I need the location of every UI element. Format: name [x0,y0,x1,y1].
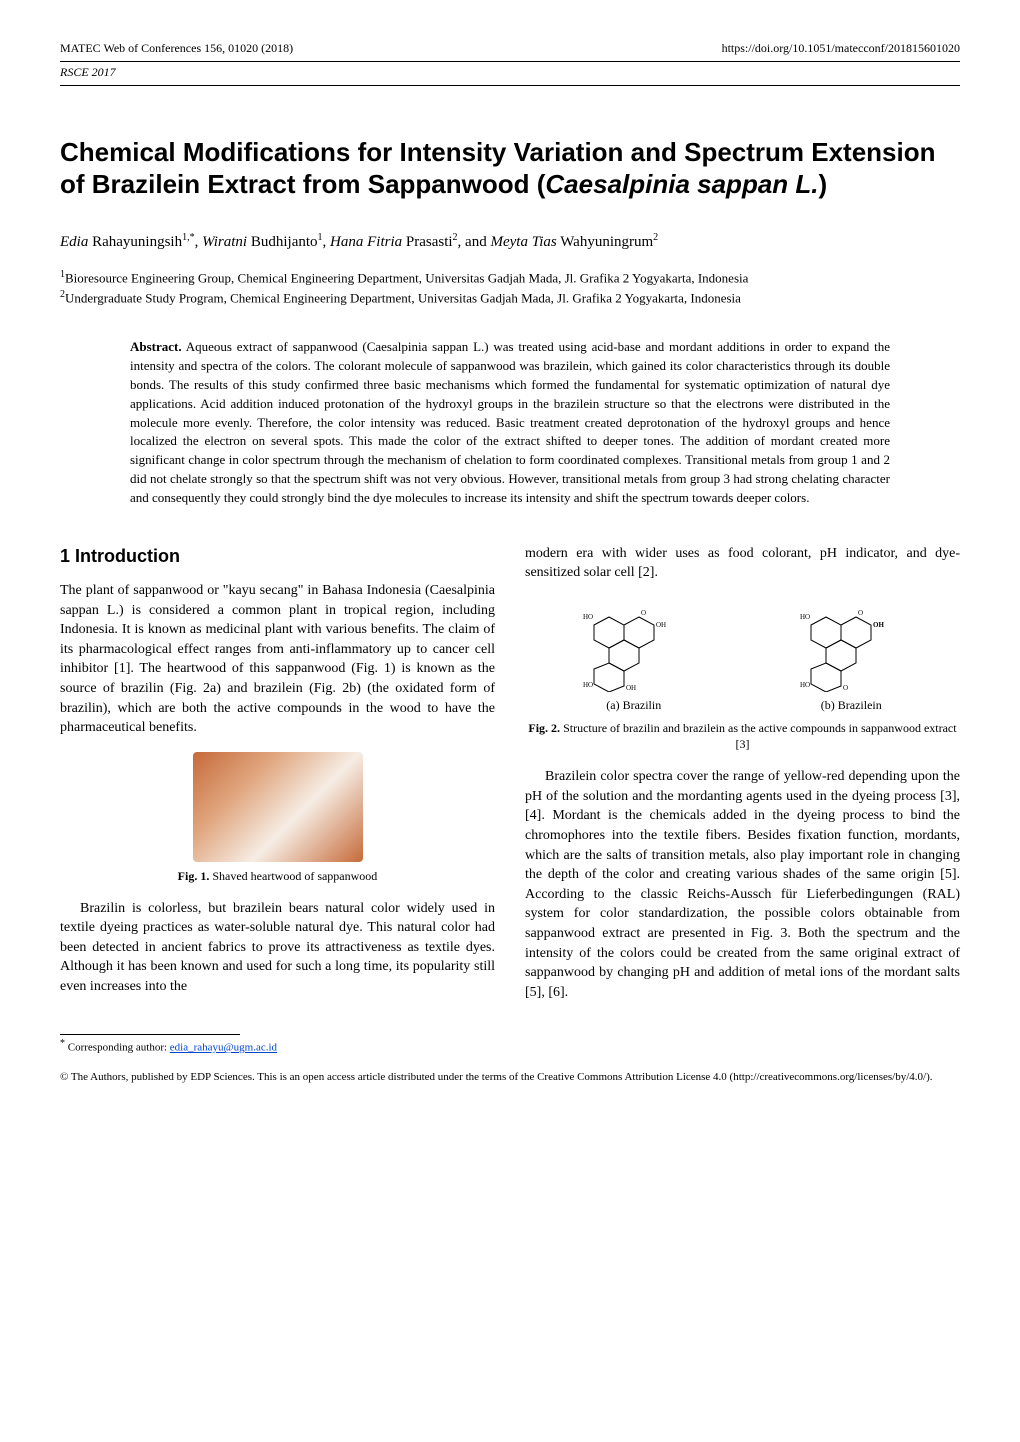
page-header: MATEC Web of Conferences 156, 01020 (201… [60,40,960,62]
svg-text:O: O [641,609,646,617]
svg-text:OH: OH [656,621,666,629]
abstract-label: Abstract. [130,339,182,354]
left-column: 1 Introduction The plant of sappanwood o… [60,544,495,1011]
intro-para-4: Brazilein color spectra cover the range … [525,767,960,1002]
right-column: modern era with wider uses as food color… [525,544,960,1011]
license-text: © The Authors, published by EDP Sciences… [60,1070,960,1085]
paper-title: Chemical Modifications for Intensity Var… [60,136,960,201]
author-1: Edia Rahayuningsih1,* [60,234,195,250]
figure-1: Fig. 1. Shaved heartwood of sappanwood [60,752,495,885]
brazilin-structure-icon: HO OH HO OH O [579,597,689,692]
author-first: Meyta Tias [490,234,556,250]
structure-brazilin: HO OH HO OH O (a) Brazilin [569,597,699,714]
author-sup: 1,* [182,232,195,243]
footnote-rule [60,1034,240,1035]
figure-2-structures: HO OH HO OH O (a) Brazilin HO [525,597,960,714]
author-3: Hana Fitria Prasasti2 [330,234,458,250]
intro-para-1: The plant of sappanwood or "kayu secang"… [60,581,495,738]
author-4: Meyta Tias Wahyuningrum2 [490,234,658,250]
title-species: Caesalpinia sappan L. [545,169,818,199]
header-journal: MATEC Web of Conferences 156, 01020 (201… [60,41,293,55]
svg-text:O: O [843,684,848,692]
intro-para-2: Brazilin is colorless, but brazilein bea… [60,899,495,997]
svg-text:HO: HO [800,681,810,689]
abstract-text: Aqueous extract of sappanwood (Caesalpin… [130,339,890,505]
fig-text: Shaved heartwood of sappanwood [209,869,377,883]
figure-1-caption: Fig. 1. Shaved heartwood of sappanwood [60,868,495,885]
header-conference: RSCE 2017 [60,64,960,86]
author-last: Prasasti [406,234,453,250]
svg-text:OH: OH [626,684,636,692]
author-sup: 1 [318,232,323,243]
figure-1-image [193,752,363,862]
authors-line: Edia Rahayuningsih1,*, Wiratni Budhijant… [60,231,960,253]
affiliation-1: 1Bioresource Engineering Group, Chemical… [60,267,960,288]
header-doi: https://doi.org/10.1051/matecconf/201815… [722,40,960,57]
intro-para-3: modern era with wider uses as food color… [525,544,960,583]
affil-text: Bioresource Engineering Group, Chemical … [65,270,748,285]
fig-text: Structure of brazilin and brazilein as t… [560,721,957,752]
affil-text: Undergraduate Study Program, Chemical En… [65,291,741,306]
footnote-email-link[interactable]: edia_rahayu@ugm.ac.id [170,1042,277,1054]
author-last: Rahayuningsih [92,234,182,250]
author-sup: 2 [653,232,658,243]
structure-brazilein: HO OH HO O O (b) Brazilein [786,597,916,714]
fig-label: Fig. 2. [528,721,560,735]
affiliation-2: 2Undergraduate Study Program, Chemical E… [60,287,960,308]
affiliations: 1Bioresource Engineering Group, Chemical… [60,267,960,309]
fig-label: Fig. 1. [178,869,210,883]
structure-sublabel-b: (b) Brazilein [786,697,916,714]
author-sup: 2 [453,232,458,243]
author-last: Budhijanto [251,234,318,250]
svg-text:HO: HO [800,613,810,621]
svg-text:HO: HO [583,613,593,621]
brazilein-structure-icon: HO OH HO O O [796,597,906,692]
author-first: Edia [60,234,88,250]
figure-2-caption: Fig. 2. Structure of brazilin and brazil… [525,720,960,754]
svg-text:OH: OH [873,621,884,629]
header-source: MATEC Web of Conferences 156, 01020 (201… [60,40,293,57]
abstract: Abstract. Aqueous extract of sappanwood … [130,338,890,508]
author-last: Wahyuningrum [560,234,653,250]
corresponding-footnote: * Corresponding author: edia_rahayu@ugm.… [60,1037,960,1056]
footnote-text: Corresponding author: [65,1042,170,1054]
svg-text:O: O [858,609,863,617]
svg-text:HO: HO [583,681,593,689]
section-heading-intro: 1 Introduction [60,544,495,569]
author-2: Wiratni Budhijanto1 [202,234,322,250]
author-first: Hana Fitria [330,234,402,250]
author-first: Wiratni [202,234,247,250]
structure-sublabel-a: (a) Brazilin [569,697,699,714]
two-column-body: 1 Introduction The plant of sappanwood o… [60,544,960,1011]
